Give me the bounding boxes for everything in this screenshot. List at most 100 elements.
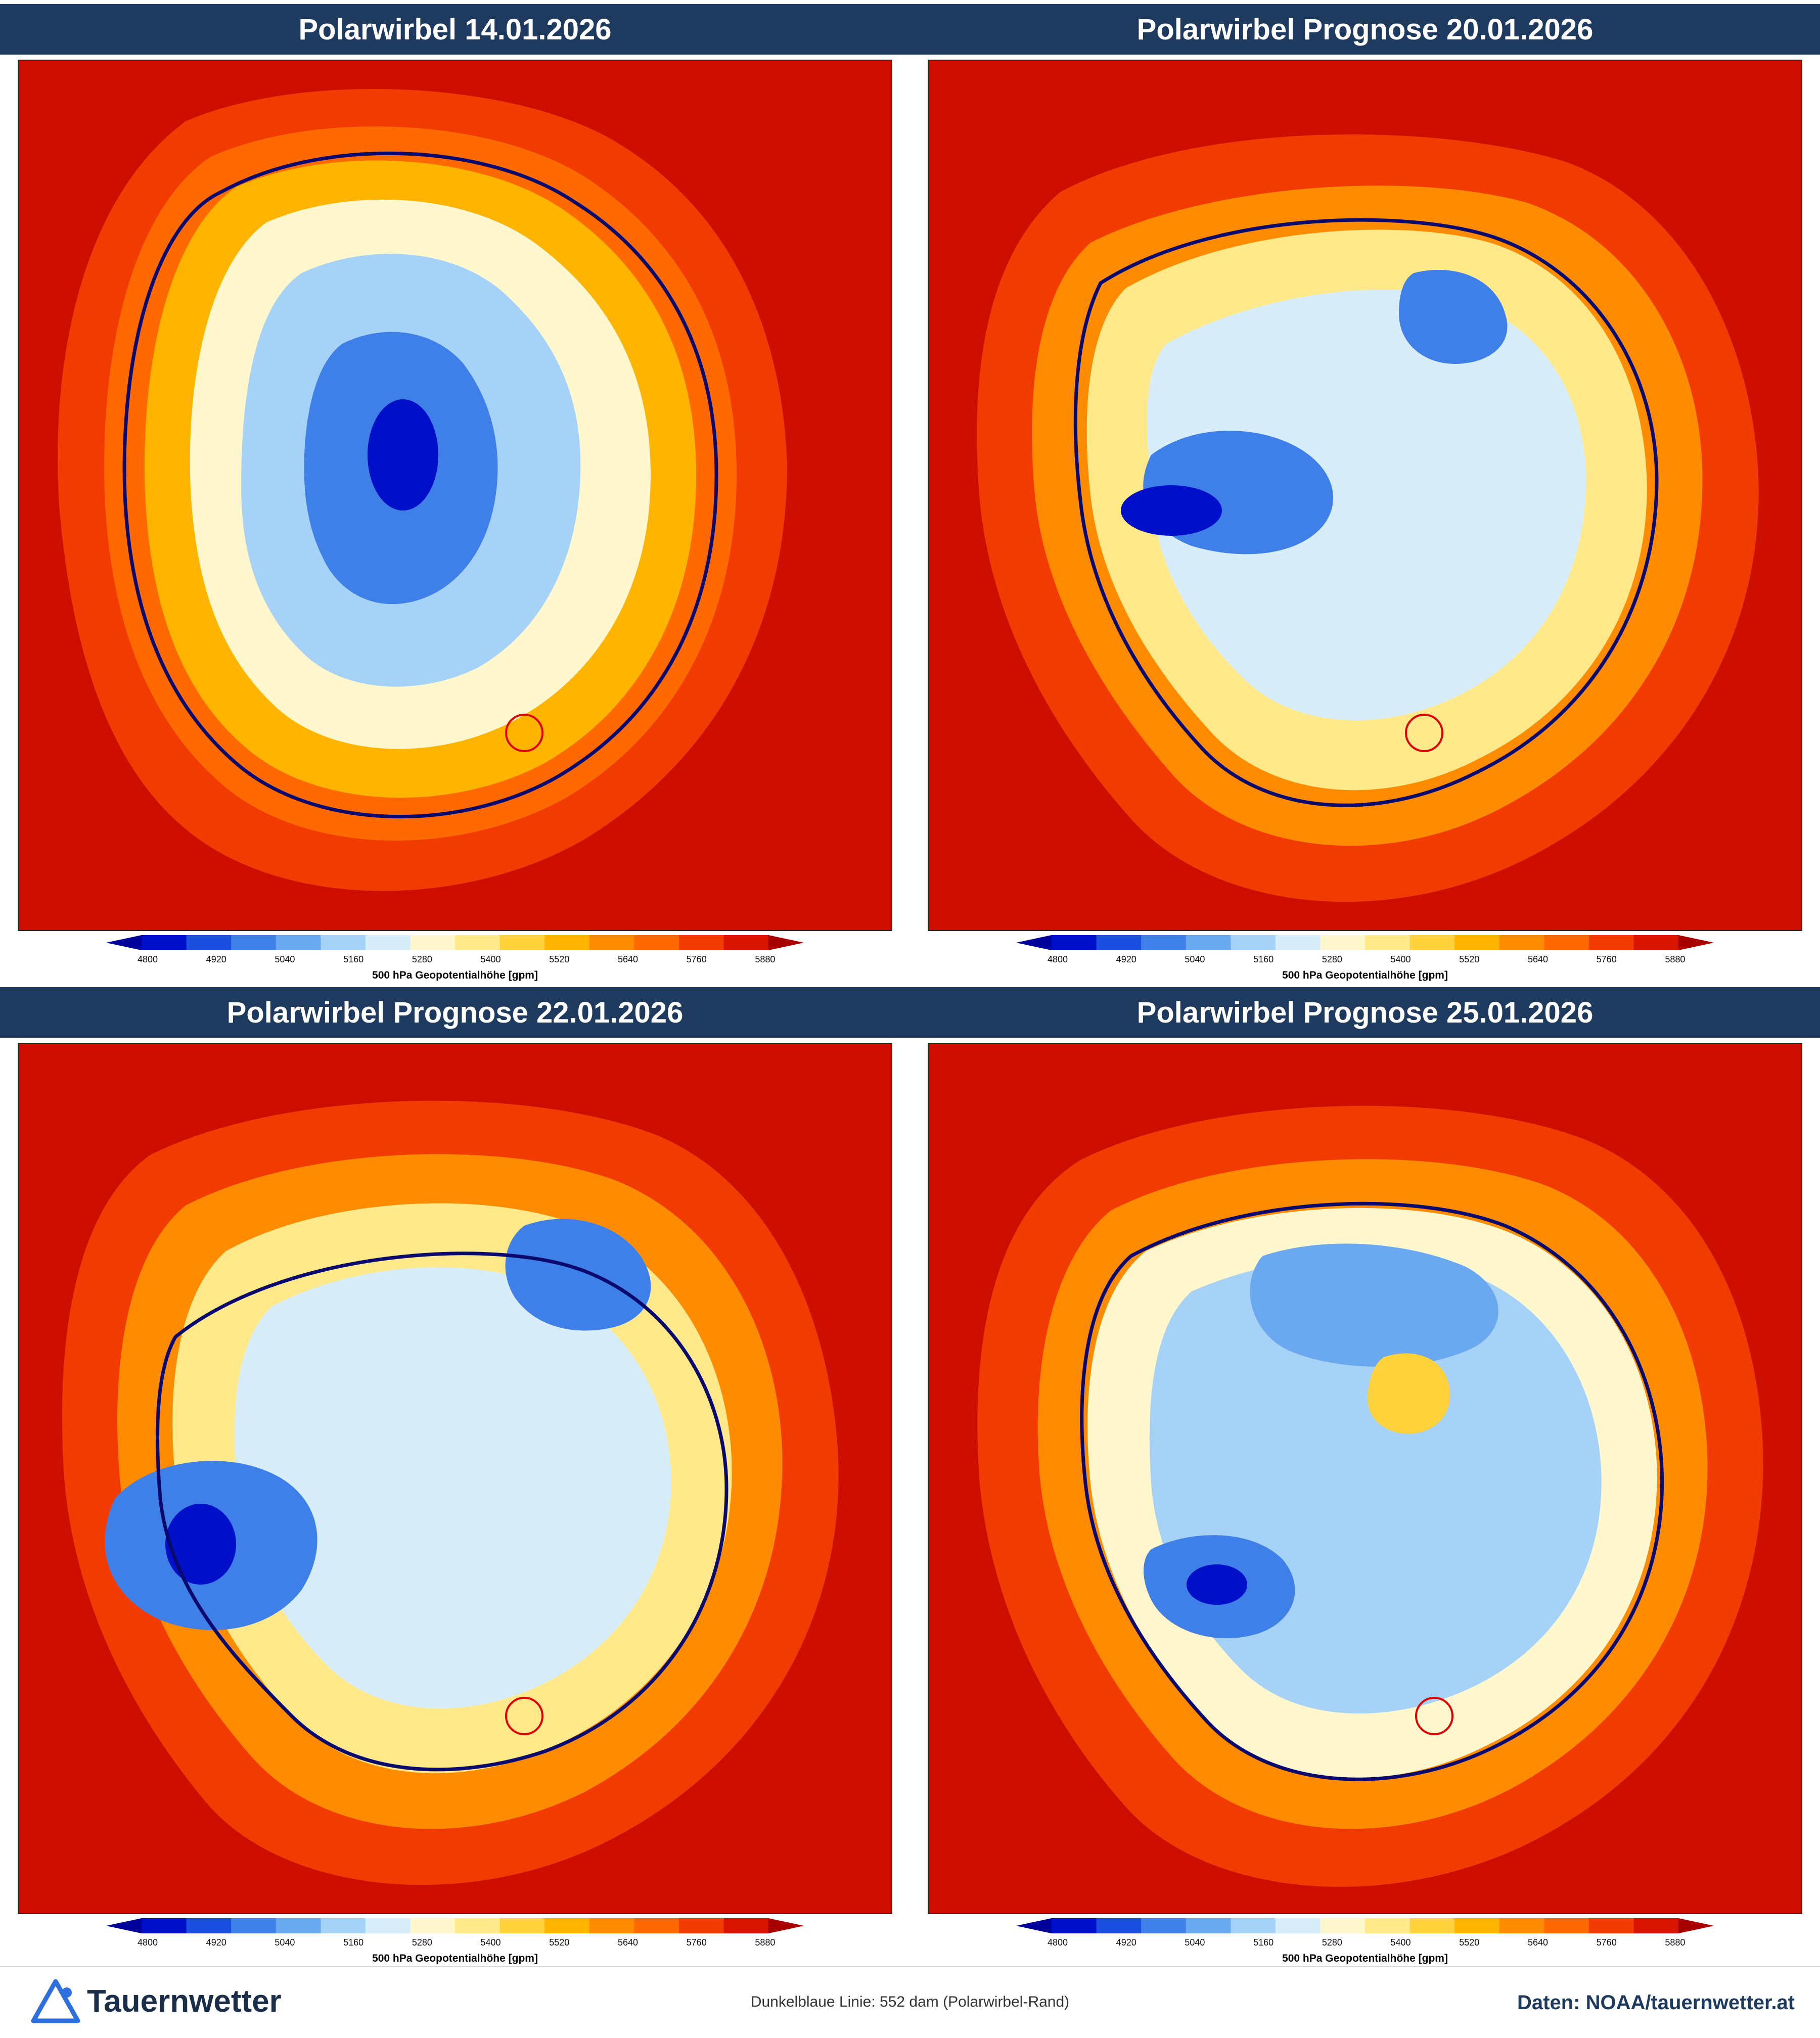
colorbar-label: 500 hPa Geopotentialhöhe [gpm]	[1282, 1953, 1448, 1964]
colorbar-label: 500 hPa Geopotentialhöhe [gpm]	[1282, 969, 1448, 981]
colorbar-tick-label: 5520	[549, 1937, 570, 1948]
panel-title: Polarwirbel Prognose 20.01.2026	[910, 4, 1820, 55]
colorbar-segment	[321, 1918, 366, 1933]
colorbar-segment	[1499, 1918, 1544, 1933]
colorbar-segment	[410, 935, 456, 950]
colorbar-min-arrow	[106, 1918, 142, 1933]
panel-2: Polarwirbel Prognose 20.01.2026 4800 4920…	[910, 0, 1820, 983]
footer: Tauernwetter Dunkelblaue Linie: 552 dam …	[0, 1966, 1820, 2038]
colorbar-segment	[1409, 1918, 1455, 1933]
colorbar-tick-label: 5400	[1390, 954, 1411, 964]
colorbar-tick-label: 5280	[1322, 1937, 1342, 1948]
colorbar-tick-label: 5640	[1527, 1937, 1548, 1948]
panel-title: Polarwirbel Prognose 25.01.2026	[910, 987, 1820, 1038]
colorbar-segment	[276, 935, 321, 950]
colorbar-segment	[1499, 935, 1544, 950]
colorbar-segment	[1588, 935, 1634, 950]
map-frame	[18, 1043, 892, 1914]
colorbar	[106, 935, 804, 950]
colorbar-tick-label: 5040	[1185, 954, 1205, 964]
colorbar-segment	[1365, 1918, 1410, 1933]
colorbar-segment	[589, 1918, 634, 1933]
colorbar-tick-label: 4800	[1047, 1937, 1068, 1948]
colorbar-tick-label: 5760	[686, 1937, 707, 1948]
colorbar-tick-label: 5880	[1665, 1937, 1686, 1948]
colorbar-segment	[678, 935, 724, 950]
colorbar-segment	[142, 935, 187, 950]
colorbar-segment	[186, 1918, 232, 1933]
colorbar-tick-label: 5760	[1596, 954, 1617, 964]
geopotential-map	[929, 1044, 1801, 1913]
colorbar-tick-label: 4800	[137, 954, 158, 964]
colorbar-segment	[1231, 935, 1276, 950]
footer-source: Daten: NOAA/tauernwetter.at	[1517, 1991, 1795, 2014]
colorbar-segment	[1454, 935, 1500, 950]
colorbar-segment	[455, 935, 500, 950]
colorbar-tick-label: 5160	[1253, 954, 1274, 964]
colorbar-segment	[1186, 935, 1231, 950]
colorbar-ticks: 4800 4920 5040 5160 5280 5400 5520 5640 5760 5880	[106, 954, 804, 966]
colorbar-tick-label: 5040	[275, 1937, 295, 1948]
colorbar-segment	[1409, 935, 1455, 950]
colorbar-segment	[186, 935, 232, 950]
panel-title: Polarwirbel 14.01.2026	[0, 4, 910, 55]
colorbar-segment	[1454, 1918, 1500, 1933]
colorbar	[1016, 935, 1714, 950]
colorbar-segment	[1096, 1918, 1142, 1933]
colorbar-segment	[142, 1918, 187, 1933]
colorbar-segment	[455, 1918, 500, 1933]
colorbar-tick-label: 4800	[1047, 954, 1068, 964]
colorbar-segment	[276, 1918, 321, 1933]
logo-text: Tauernwetter	[87, 1983, 282, 2019]
geopotential-map	[19, 1044, 891, 1913]
colorbar-max-arrow	[768, 935, 804, 950]
colorbar-max-arrow	[1678, 935, 1714, 950]
colorbar-max-arrow	[768, 1918, 804, 1933]
colorbar-max-arrow	[1678, 1918, 1714, 1933]
colorbar-tick-label: 5400	[480, 1937, 501, 1948]
colorbar-tick-label: 4920	[206, 1937, 226, 1948]
map-frame	[928, 1043, 1802, 1914]
geopotential-map	[19, 61, 891, 930]
colorbar-segment	[410, 1918, 456, 1933]
panel-1: Polarwirbel 14.01.2026 4800 4920 5040 5160 5…	[0, 0, 910, 983]
colorbar-segment	[231, 1918, 277, 1933]
colorbar-segment	[231, 935, 277, 950]
colorbar-tick-label: 4800	[137, 1937, 158, 1948]
colorbar-tick-label: 5520	[1459, 954, 1480, 964]
colorbar	[106, 1918, 804, 1933]
colorbar-segment	[1320, 1918, 1366, 1933]
colorbar-segment	[1544, 935, 1589, 950]
colorbar-tick-label: 5640	[617, 1937, 638, 1948]
colorbar-tick-label: 5760	[686, 954, 707, 964]
colorbar-segment	[634, 935, 679, 950]
colorbar-ticks: 4800 4920 5040 5160 5280 5400 5520 5640 5760 5880	[106, 1937, 804, 1950]
colorbar-min-arrow	[106, 935, 142, 950]
colorbar-ticks: 4800 4920 5040 5160 5280 5400 5520 5640 5760 5880	[1016, 954, 1714, 966]
colorbar-tick-label: 4920	[206, 954, 226, 964]
geopotential-map	[929, 61, 1801, 930]
colorbar-segment	[365, 1918, 411, 1933]
colorbar-tick-label: 5280	[412, 1937, 432, 1948]
colorbar-ticks: 4800 4920 5040 5160 5280 5400 5520 5640 5760 5880	[1016, 1937, 1714, 1950]
colorbar-tick-label: 5880	[1665, 954, 1686, 964]
colorbar-segment	[544, 1918, 590, 1933]
colorbar-tick-label: 5520	[1459, 1937, 1480, 1948]
colorbar-segment	[499, 1918, 545, 1933]
colorbar-segment	[1275, 1918, 1321, 1933]
colorbar-segment	[723, 935, 769, 950]
logo[interactable]: Tauernwetter	[30, 1978, 282, 2024]
colorbar-tick-label: 5640	[617, 954, 638, 964]
colorbar-segment	[544, 935, 590, 950]
panel-title: Polarwirbel Prognose 22.01.2026	[0, 987, 910, 1038]
colorbar-label: 500 hPa Geopotentialhöhe [gpm]	[372, 1953, 538, 1964]
colorbar-tick-label: 4920	[1116, 954, 1136, 964]
colorbar-tick-label: 5520	[549, 954, 570, 964]
colorbar-segment	[1141, 1918, 1187, 1933]
colorbar-segment	[1365, 935, 1410, 950]
colorbar-tick-label: 5040	[275, 954, 295, 964]
colorbar	[1016, 1918, 1714, 1933]
colorbar-min-arrow	[1016, 935, 1052, 950]
panel-4: Polarwirbel Prognose 25.01.2026 4800 4920…	[910, 983, 1820, 1966]
colorbar-segment	[1141, 935, 1187, 950]
